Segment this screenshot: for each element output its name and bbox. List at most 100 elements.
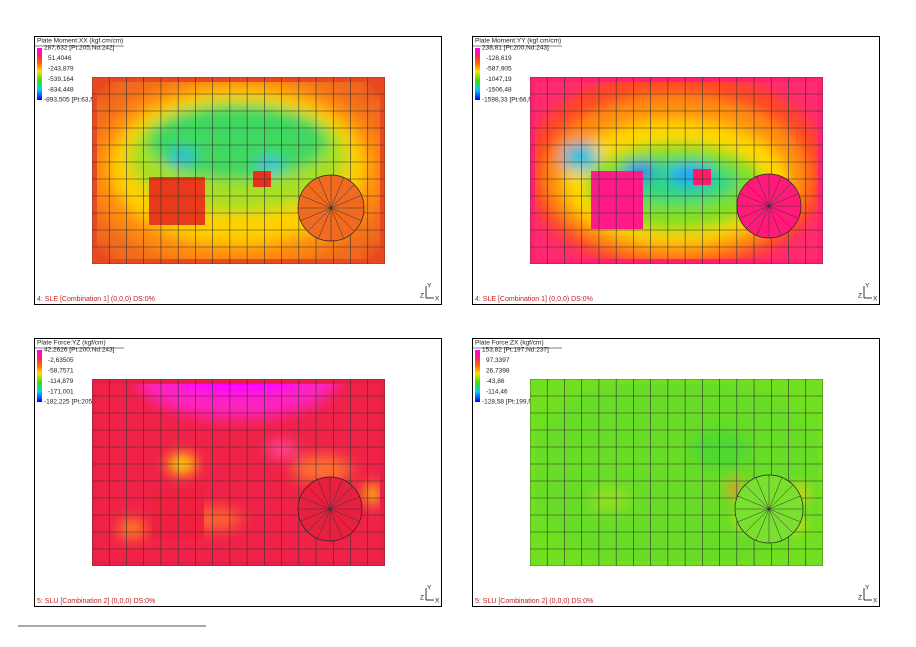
pile-mesh — [737, 495, 770, 510]
axis-label: Y — [865, 585, 870, 592]
legend-value: -587,905 — [486, 66, 512, 73]
pile-mesh — [768, 176, 782, 207]
contour-band — [562, 143, 598, 171]
pile-mesh — [746, 183, 770, 207]
contour-plot — [530, 77, 823, 264]
panel-title: Plate Moment:XX (kgf.cm/cm) — [37, 38, 123, 45]
axis-label: X — [873, 598, 878, 605]
legend-value: -1506,48 — [486, 86, 512, 93]
pile-mesh — [756, 176, 770, 207]
pile-mesh — [330, 184, 355, 209]
pile-mesh — [768, 495, 801, 510]
contour-band — [364, 484, 380, 504]
load-case: 5: SLU [Combination 2] (0,0,0) DS:0% — [37, 598, 155, 605]
pile-mesh — [330, 177, 344, 209]
contour-band — [118, 519, 146, 539]
load-case: 5: SLU [Combination 2] (0,0,0) DS:0% — [475, 598, 593, 605]
pile-mesh — [768, 205, 792, 229]
axis-label: X — [435, 296, 440, 303]
legend-value: -114,46 — [486, 388, 508, 395]
pile-mesh — [300, 508, 331, 522]
contour-plot — [92, 379, 385, 566]
pile-mesh — [768, 183, 792, 207]
column-region — [149, 177, 205, 225]
contour-bands — [530, 379, 823, 566]
legend-value: 238,81 [Pt:200,Nd:243] — [482, 45, 549, 52]
legend-value: 51,4046 — [48, 55, 72, 62]
pile-mesh — [330, 195, 362, 209]
pile-mesh — [768, 193, 799, 207]
axis-label: Z — [420, 293, 424, 300]
contour-band — [138, 379, 338, 419]
pile-mesh — [768, 484, 794, 510]
legend-value: -834,448 — [48, 86, 74, 93]
pile-mesh — [768, 508, 801, 523]
legend-value: -114,879 — [48, 378, 74, 385]
axis-triad: YZ X — [420, 585, 440, 605]
axis-label: Z — [858, 293, 862, 300]
contour-band — [590, 487, 630, 511]
pile-mesh — [330, 207, 362, 221]
legend-value: -128,619 — [486, 55, 512, 62]
legend-value: 97,3397 — [486, 357, 510, 364]
result-panel: Plate Force:YZ (kgf/cm)42,2626 [Pt:200,N… — [34, 338, 442, 607]
pile-mesh — [744, 508, 770, 534]
contour-band — [292, 455, 352, 483]
pile-mesh — [330, 207, 344, 239]
contour-bands — [530, 77, 823, 264]
pile-mesh — [329, 508, 353, 532]
legend-value: 26,7398 — [486, 368, 510, 375]
pile-mesh — [744, 484, 770, 510]
pile-mesh — [329, 508, 343, 539]
pile-mesh — [307, 508, 331, 532]
pile-mesh — [768, 477, 783, 510]
column-region — [693, 169, 711, 185]
legend-value: 287,632 [Pt:205,Nd:242] — [44, 45, 115, 52]
legend-value: -243,879 — [48, 66, 74, 73]
axis-label: Y — [865, 283, 870, 290]
legend-colorbar — [37, 350, 42, 402]
legend-value: -1047,19 — [486, 76, 512, 83]
contour-band — [268, 441, 296, 457]
load-case: 4: SLE [Combination 1] (0,0,0) DS:0% — [475, 296, 593, 303]
pile-mesh — [768, 205, 782, 236]
pile-mesh — [768, 508, 794, 534]
legend-value: -58,7571 — [48, 368, 74, 375]
legend-value: -128,58 [Pt:199,Nd:260] — [482, 399, 551, 406]
axis-triad: YZ X — [420, 283, 440, 303]
pile-mesh — [330, 207, 355, 232]
contour-band — [168, 149, 196, 165]
contour-plot — [92, 77, 385, 264]
legend-value: -1598,33 [Pt:66,Nd:44] — [482, 97, 548, 104]
axis-label: X — [435, 598, 440, 605]
axis-label: Y — [427, 585, 432, 592]
panel-title: Plate Force:YZ (kgf/cm) — [37, 340, 106, 347]
pile-mesh — [307, 184, 332, 209]
pile-mesh — [318, 177, 332, 209]
pile-mesh — [329, 496, 360, 510]
axis-label: Y — [427, 283, 432, 290]
contour-plot — [530, 379, 823, 566]
contour-band — [730, 479, 740, 499]
legend-value: -182,225 [Pt:205,Nd:242] — [44, 399, 117, 406]
legend-colorbar — [37, 48, 42, 100]
legend-colorbar — [475, 48, 480, 100]
axis-label: X — [873, 296, 878, 303]
panel-title: Plate Force:ZX (kgf/cm) — [475, 340, 544, 347]
axis-triad: YZ X — [858, 283, 878, 303]
legend-value: -171,001 — [48, 388, 74, 395]
pile-mesh — [317, 508, 331, 539]
pile-mesh — [300, 207, 332, 221]
axis-label: Z — [858, 595, 862, 602]
pile-mesh — [755, 477, 770, 510]
pile-mesh — [329, 479, 343, 510]
pile-mesh — [318, 207, 332, 239]
legend-value: 42,2626 [Pt:200,Nd:243] — [44, 347, 115, 354]
pile-mesh — [329, 508, 360, 522]
legend-value: -893,505 [Pt:63,Nd:112] — [44, 97, 113, 104]
pile-mesh — [739, 193, 770, 207]
result-panel: Plate Moment:YY (kgf.cm/cm)238,81 [Pt:20… — [472, 36, 880, 305]
contour-band — [690, 429, 750, 469]
pile-mesh — [746, 205, 770, 229]
